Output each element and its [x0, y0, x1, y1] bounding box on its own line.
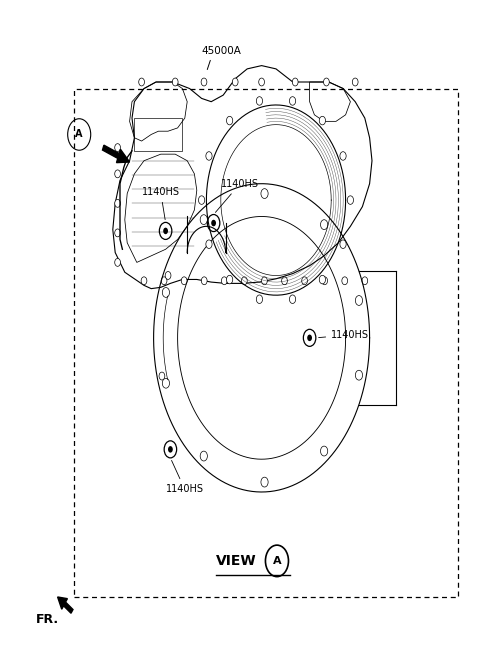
Circle shape — [355, 370, 362, 380]
Circle shape — [181, 277, 187, 285]
Circle shape — [322, 277, 327, 285]
Circle shape — [227, 116, 233, 125]
Circle shape — [321, 220, 328, 230]
Circle shape — [201, 277, 207, 285]
Circle shape — [256, 295, 263, 304]
Text: 1140HS: 1140HS — [319, 330, 369, 340]
Circle shape — [302, 277, 308, 285]
Circle shape — [115, 170, 120, 178]
Circle shape — [172, 78, 178, 86]
Circle shape — [362, 277, 368, 285]
Circle shape — [256, 96, 263, 105]
Circle shape — [289, 295, 296, 304]
Text: 1140HS: 1140HS — [142, 187, 180, 220]
FancyArrow shape — [103, 145, 130, 163]
Circle shape — [340, 240, 346, 249]
Circle shape — [324, 78, 329, 86]
Circle shape — [261, 189, 268, 199]
Circle shape — [168, 446, 173, 453]
Circle shape — [303, 329, 316, 346]
Circle shape — [340, 152, 346, 160]
Circle shape — [261, 477, 268, 487]
Circle shape — [164, 441, 177, 458]
Circle shape — [162, 379, 169, 388]
Circle shape — [161, 277, 167, 285]
Circle shape — [347, 195, 353, 205]
Circle shape — [221, 277, 227, 285]
Circle shape — [115, 258, 120, 266]
Bar — [74, 89, 458, 597]
Circle shape — [115, 144, 120, 152]
Circle shape — [227, 276, 233, 284]
FancyArrow shape — [58, 597, 73, 613]
Text: VIEW: VIEW — [216, 554, 257, 568]
Circle shape — [165, 272, 171, 279]
Circle shape — [355, 296, 362, 306]
Circle shape — [307, 335, 312, 341]
Circle shape — [115, 229, 120, 237]
Circle shape — [200, 451, 207, 461]
Circle shape — [207, 215, 220, 232]
Circle shape — [321, 446, 328, 456]
Circle shape — [200, 215, 207, 224]
Text: 1140HS: 1140HS — [166, 461, 204, 494]
Circle shape — [198, 195, 204, 205]
Circle shape — [262, 277, 267, 285]
Circle shape — [241, 277, 247, 285]
Circle shape — [232, 78, 238, 86]
Text: 45000A: 45000A — [202, 46, 241, 56]
Circle shape — [211, 220, 216, 226]
Circle shape — [206, 240, 212, 249]
Circle shape — [342, 277, 348, 285]
Circle shape — [159, 222, 172, 239]
Circle shape — [206, 152, 212, 160]
Circle shape — [201, 78, 207, 86]
Text: A: A — [273, 556, 281, 566]
Circle shape — [319, 116, 325, 125]
Circle shape — [289, 96, 296, 105]
Circle shape — [292, 78, 298, 86]
Text: A: A — [75, 129, 83, 140]
Circle shape — [141, 277, 147, 285]
Circle shape — [163, 228, 168, 234]
Text: 1140HS: 1140HS — [216, 179, 259, 213]
Circle shape — [115, 199, 120, 207]
Circle shape — [319, 276, 325, 284]
Circle shape — [162, 287, 169, 297]
Circle shape — [159, 372, 165, 380]
Circle shape — [259, 78, 264, 86]
Text: FR.: FR. — [36, 613, 59, 626]
Circle shape — [282, 277, 288, 285]
Circle shape — [352, 78, 358, 86]
Circle shape — [139, 78, 144, 86]
